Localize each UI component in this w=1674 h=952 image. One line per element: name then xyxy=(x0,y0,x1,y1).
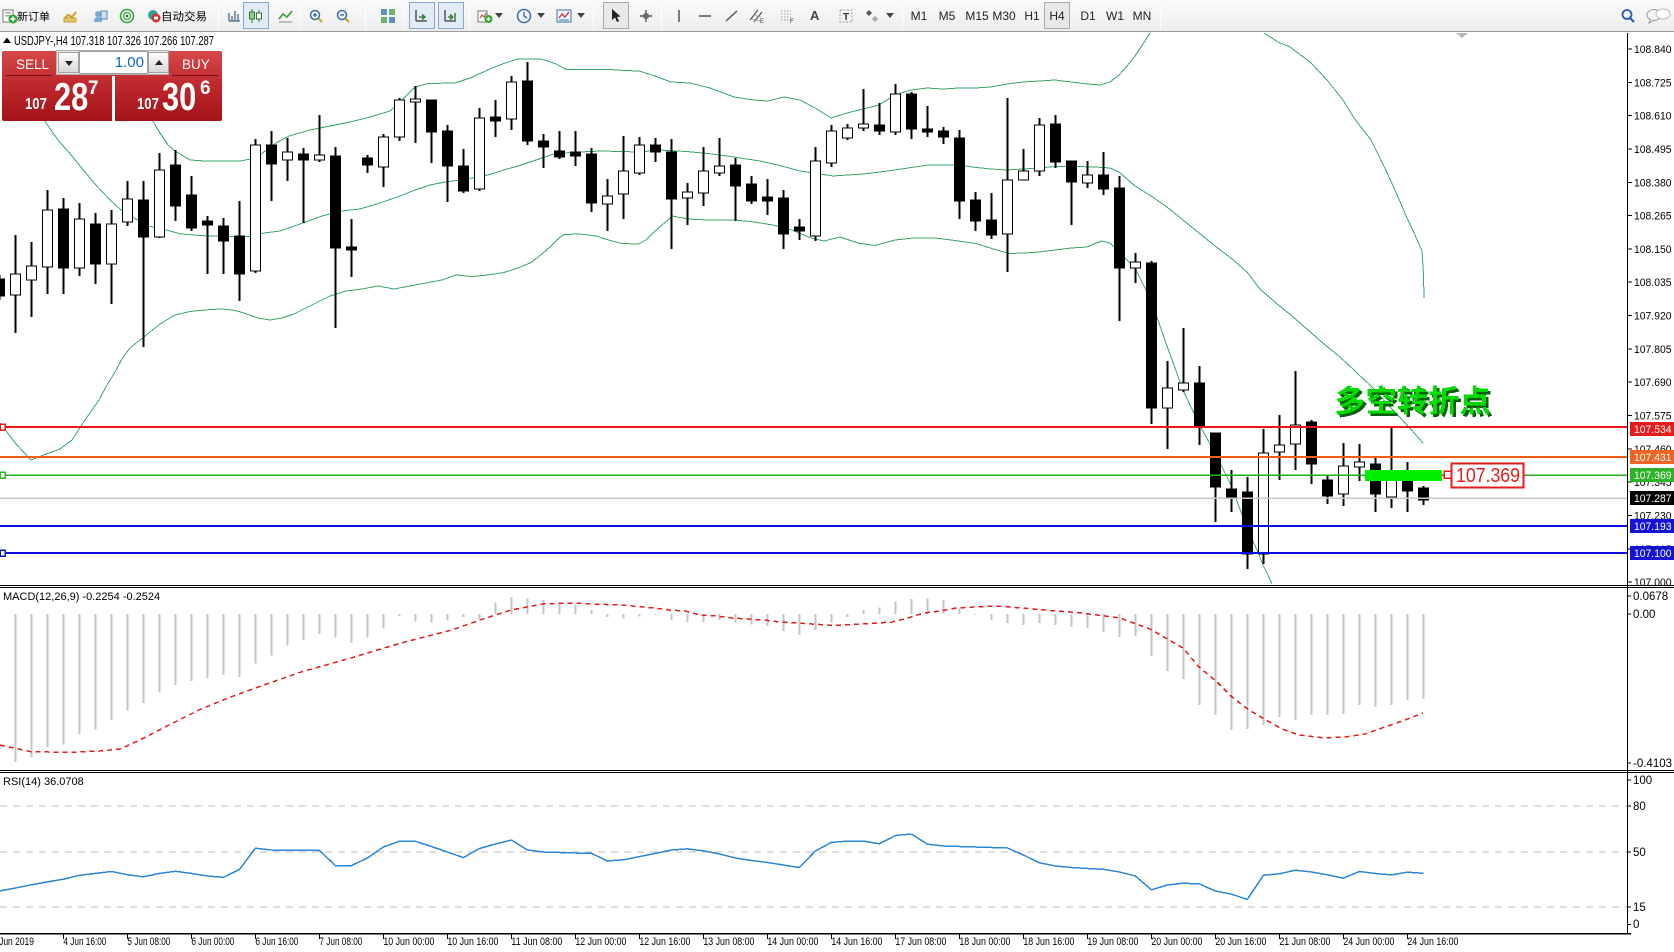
svg-text:0: 0 xyxy=(1633,919,1639,931)
svg-text:18 Jun 16:00: 18 Jun 16:00 xyxy=(1023,936,1074,948)
svg-text:108.840: 108.840 xyxy=(1634,44,1672,56)
svg-text:107.369: 107.369 xyxy=(1634,470,1672,482)
svg-text:10 Jun 00:00: 10 Jun 00:00 xyxy=(383,936,434,948)
svg-text:12 Jun 00:00: 12 Jun 00:00 xyxy=(575,936,626,948)
svg-text:7 Jun 08:00: 7 Jun 08:00 xyxy=(319,936,362,948)
svg-text:107.287: 107.287 xyxy=(1634,493,1672,505)
svg-text:4 Jun 2019: 4 Jun 2019 xyxy=(0,936,34,948)
svg-text:107.431: 107.431 xyxy=(1634,452,1672,464)
svg-text:10 Jun 16:00: 10 Jun 16:00 xyxy=(447,936,498,948)
svg-text:15: 15 xyxy=(1633,902,1646,914)
svg-text:108.380: 108.380 xyxy=(1634,177,1672,189)
svg-text:USDJPY-,H4 107.318 107.326 10: USDJPY-,H4 107.318 107.326 107.266 107.2… xyxy=(14,34,214,48)
svg-text:14 Jun 16:00: 14 Jun 16:00 xyxy=(831,936,882,948)
svg-text:108.610: 108.610 xyxy=(1634,111,1672,123)
svg-text:T: T xyxy=(843,12,849,23)
svg-text:24 Jun 00:00: 24 Jun 00:00 xyxy=(1343,936,1394,948)
svg-text:50: 50 xyxy=(1633,847,1646,859)
svg-text:11 Jun 08:00: 11 Jun 08:00 xyxy=(511,936,562,948)
svg-text:0.00: 0.00 xyxy=(1633,609,1655,621)
svg-text:21 Jun 08:00: 21 Jun 08:00 xyxy=(1279,936,1330,948)
svg-text:0.0678: 0.0678 xyxy=(1633,591,1668,603)
svg-text:-0.4103: -0.4103 xyxy=(1633,758,1672,770)
svg-text:MACD(12,26,9) -0.2254 -0.2524: MACD(12,26,9) -0.2254 -0.2524 xyxy=(3,591,160,603)
svg-text:4 Jun 16:00: 4 Jun 16:00 xyxy=(63,936,106,948)
svg-text:108.725: 108.725 xyxy=(1634,77,1672,89)
svg-text:108.150: 108.150 xyxy=(1634,244,1672,256)
svg-text:13 Jun 08:00: 13 Jun 08:00 xyxy=(703,936,754,948)
svg-text:107.575: 107.575 xyxy=(1634,411,1672,423)
svg-text:E: E xyxy=(760,19,764,24)
svg-text:6 Jun 16:00: 6 Jun 16:00 xyxy=(255,936,298,948)
svg-text:100: 100 xyxy=(1633,775,1652,787)
svg-text:5 Jun 08:00: 5 Jun 08:00 xyxy=(127,936,170,948)
svg-text:107.534: 107.534 xyxy=(1634,424,1672,436)
svg-text:19 Jun 08:00: 19 Jun 08:00 xyxy=(1087,936,1138,948)
svg-text:80: 80 xyxy=(1633,801,1646,813)
svg-text:107.193: 107.193 xyxy=(1634,521,1672,533)
svg-text:108.035: 108.035 xyxy=(1634,277,1672,289)
svg-text:107.000: 107.000 xyxy=(1634,577,1672,589)
svg-text:108.495: 108.495 xyxy=(1634,144,1672,156)
svg-text:18 Jun 00:00: 18 Jun 00:00 xyxy=(959,936,1010,948)
svg-text:107.100: 107.100 xyxy=(1634,548,1672,560)
svg-text:107.920: 107.920 xyxy=(1634,311,1672,323)
svg-text:108.265: 108.265 xyxy=(1634,211,1672,223)
svg-text:6 Jun 00:00: 6 Jun 00:00 xyxy=(191,936,234,948)
svg-text:20 Jun 16:00: 20 Jun 16:00 xyxy=(1215,936,1266,948)
svg-text:12 Jun 16:00: 12 Jun 16:00 xyxy=(639,936,690,948)
svg-text:17 Jun 08:00: 17 Jun 08:00 xyxy=(895,936,946,948)
svg-text:107.805: 107.805 xyxy=(1634,344,1672,356)
svg-text:F: F xyxy=(790,19,794,24)
svg-text:107.690: 107.690 xyxy=(1634,377,1672,389)
svg-text:24 Jun 16:00: 24 Jun 16:00 xyxy=(1407,936,1458,948)
svg-text:107.369: 107.369 xyxy=(1456,465,1520,487)
svg-text:RSI(14) 36.0708: RSI(14) 36.0708 xyxy=(3,776,84,788)
svg-text:14 Jun 00:00: 14 Jun 00:00 xyxy=(767,936,818,948)
svg-text:20 Jun 00:00: 20 Jun 00:00 xyxy=(1151,936,1202,948)
